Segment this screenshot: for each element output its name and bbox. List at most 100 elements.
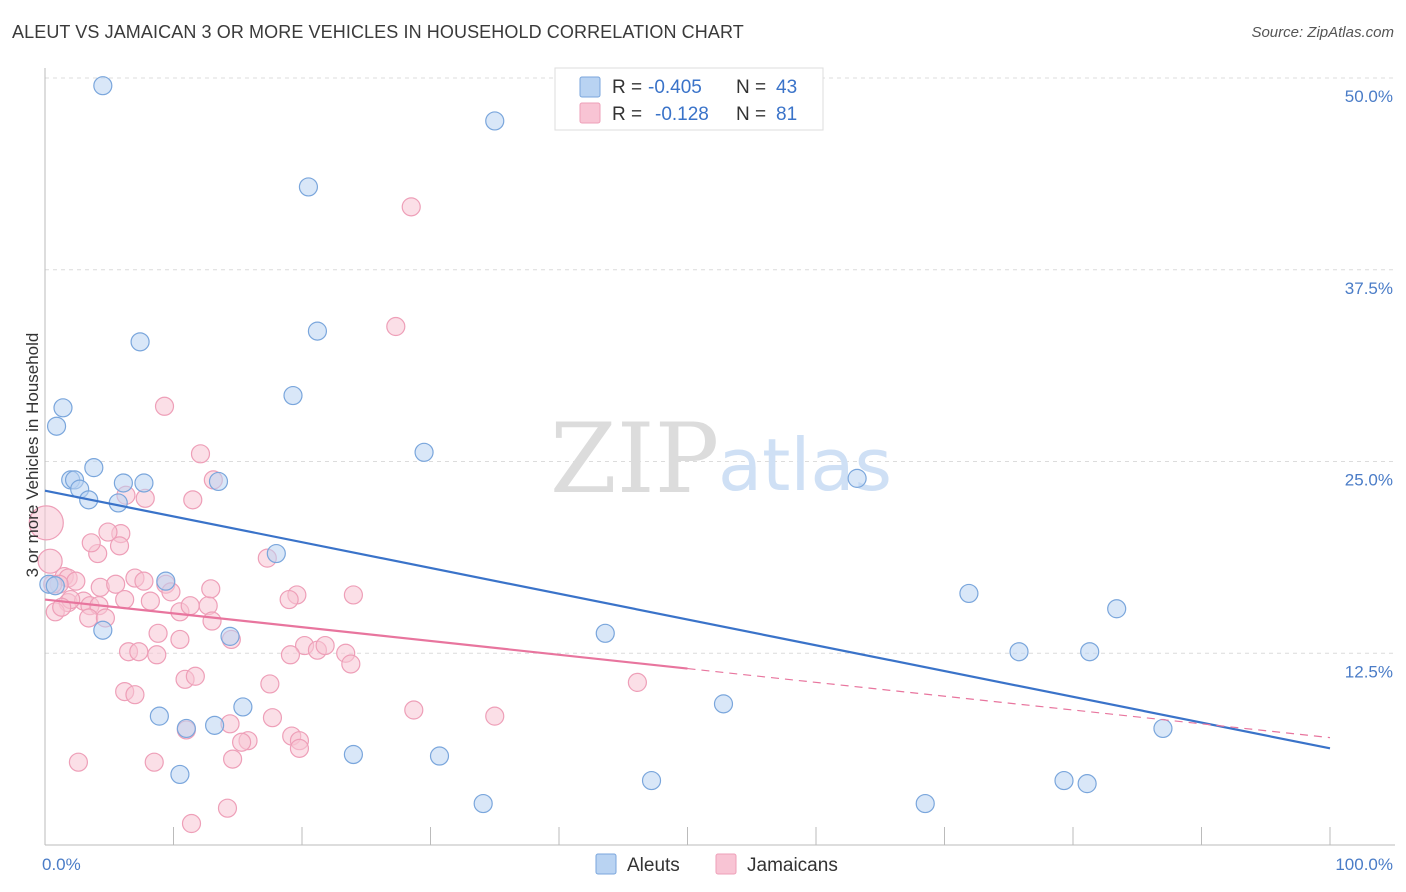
chart-title: ALEUT VS JAMAICAN 3 OR MORE VEHICLES IN … — [12, 22, 744, 42]
legend-n-value-aleuts: 43 — [776, 77, 797, 98]
legend-r-label-aleuts: R = — [612, 77, 642, 98]
jamaican-point — [90, 577, 110, 597]
aleut-point — [208, 471, 229, 492]
jamaican-point — [183, 490, 203, 510]
aleut-point — [1107, 599, 1127, 619]
jamaican-point — [386, 316, 406, 337]
aleut-point — [45, 576, 65, 596]
aleut-point — [53, 398, 73, 418]
legend-swatch-aleuts — [579, 76, 601, 98]
aleut-point — [93, 620, 113, 640]
jamaican-point — [485, 706, 505, 726]
jamaicans-trend-line — [44, 598, 688, 670]
jamaican-point — [148, 623, 168, 643]
jamaican-point — [202, 611, 222, 631]
bottom-legend-aleuts: Aleuts — [627, 855, 680, 876]
jamaican-point — [81, 533, 101, 553]
legend-n-value-jamaicans: 81 — [776, 104, 797, 125]
jamaican-point — [232, 732, 252, 752]
jamaicans-trend-line-dashed — [687, 667, 1331, 739]
aleut-point — [641, 770, 662, 791]
aleut-point — [1054, 770, 1074, 791]
aleut-point — [46, 416, 67, 436]
aleut-point — [1080, 642, 1100, 662]
jamaican-point — [125, 685, 145, 705]
jamaican-point — [223, 749, 243, 769]
jamaican-point — [181, 813, 202, 834]
aleut-point — [108, 493, 128, 513]
trend-lines — [44, 489, 1331, 750]
jamaican-point — [109, 536, 130, 556]
y-tick-label: 25.0% — [1345, 471, 1393, 490]
aleut-point — [233, 697, 253, 717]
legend: R = -0.405 N = 43 R = -0.128 N = 81 — [554, 67, 824, 131]
source-label: Source: ZipAtlas.com — [1251, 24, 1394, 41]
jamaican-point — [147, 645, 167, 665]
jamaican-point — [129, 642, 149, 662]
watermark-atlas: atlas — [718, 423, 892, 507]
aleut-point — [1077, 774, 1097, 794]
aleut-point — [414, 442, 434, 462]
bottom-legend-swatch-aleuts — [595, 853, 617, 875]
aleut-point — [343, 744, 363, 765]
aleut-point — [84, 458, 104, 478]
aleut-point — [205, 715, 225, 735]
jamaican-point — [154, 396, 175, 416]
jamaican-point — [37, 548, 63, 574]
aleut-point — [1153, 718, 1173, 739]
y-tick-label: 12.5% — [1345, 662, 1393, 681]
axes: 12.5% 25.0% 37.5% 50.0% 0.0% 100.0% — [42, 68, 1395, 874]
aleut-point — [473, 793, 493, 814]
aleuts-points — [39, 76, 1173, 814]
aleuts-trend-line — [44, 489, 1331, 750]
aleut-point — [170, 764, 190, 785]
jamaican-point — [66, 571, 86, 591]
jamaican-point — [289, 738, 310, 758]
legend-swatch-jamaicans — [579, 102, 601, 124]
aleut-point — [485, 111, 505, 131]
watermark: ZIP atlas — [550, 403, 892, 515]
jamaican-point — [401, 197, 421, 217]
grid-lines — [45, 77, 1395, 654]
jamaican-point — [262, 708, 283, 728]
aleut-point — [1009, 642, 1029, 662]
jamaican-point — [68, 752, 89, 772]
y-axis-label: 3 or more Vehicles in Household — [23, 333, 42, 578]
legend-r-value-aleuts: -0.405 — [648, 77, 702, 98]
jamaican-point — [28, 505, 64, 541]
aleut-point — [847, 468, 867, 488]
aleut-point — [959, 583, 979, 604]
jamaican-point — [106, 574, 126, 594]
aleut-point — [113, 473, 133, 493]
aleut-point — [429, 746, 450, 766]
aleut-point — [595, 623, 615, 643]
aleut-point — [713, 694, 734, 714]
jamaican-point — [341, 654, 361, 674]
jamaican-point — [201, 579, 221, 599]
jamaican-point — [144, 752, 164, 772]
watermark-zip: ZIP — [550, 403, 719, 515]
aleut-point — [220, 626, 240, 646]
aleut-point — [149, 706, 169, 726]
jamaican-point — [180, 596, 200, 616]
jamaican-point — [627, 672, 647, 692]
bottom-legend: Aleuts Jamaicans — [595, 853, 838, 876]
jamaicans-points — [28, 197, 647, 834]
legend-n-label-aleuts: N = — [736, 77, 766, 98]
aleut-point — [156, 571, 176, 591]
aleut-point — [283, 385, 303, 406]
jamaican-point — [280, 645, 301, 665]
jamaican-point — [170, 629, 190, 650]
jamaican-point — [98, 522, 118, 542]
y-tick-label: 37.5% — [1345, 279, 1393, 298]
legend-r-value-jamaicans: -0.128 — [655, 104, 709, 125]
jamaican-point — [260, 674, 280, 694]
jamaican-point — [404, 700, 424, 720]
aleut-point — [130, 332, 150, 352]
legend-r-label-jamaicans: R = — [612, 104, 642, 125]
jamaican-point — [217, 798, 238, 818]
jamaican-point — [279, 589, 299, 610]
jamaican-point — [140, 591, 160, 611]
jamaican-point — [79, 608, 99, 628]
